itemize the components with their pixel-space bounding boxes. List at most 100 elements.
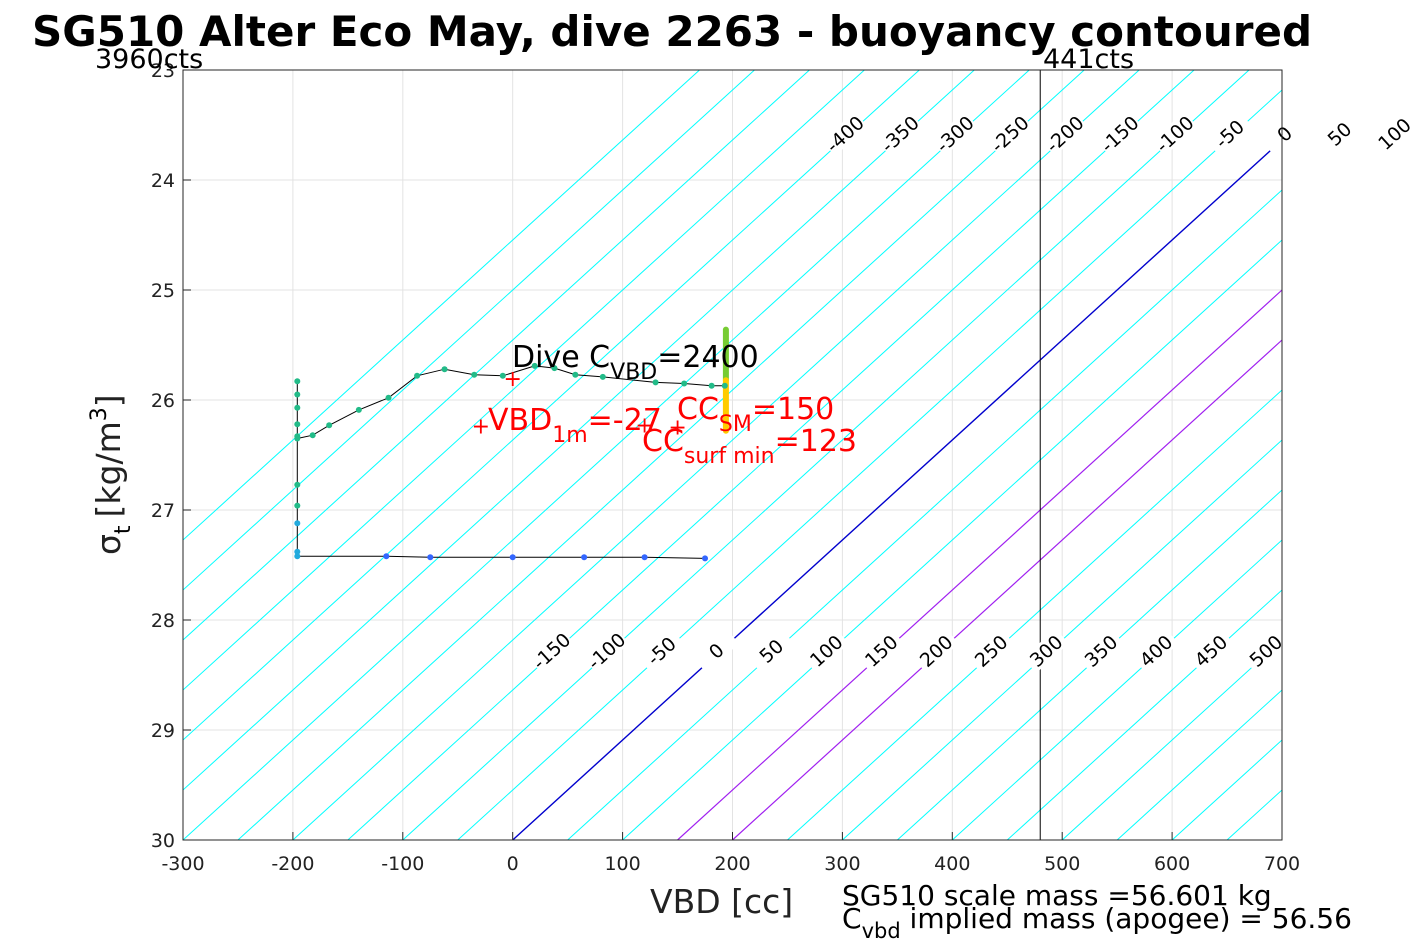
contour-line-150 — [677, 289, 1282, 840]
profile-point — [294, 421, 301, 428]
chart-title: SG510 Alter Eco May, dive 2263 - buoyanc… — [32, 7, 1312, 56]
x-tick-label: 100 — [604, 853, 640, 875]
cc-surf-min-annotation: CCsurf min=123 — [642, 424, 857, 469]
contour-line-0 — [512, 139, 1282, 840]
contour-line--500 — [183, 70, 810, 641]
contour-label-100: 100 — [1371, 111, 1417, 156]
dive-profile — [294, 326, 729, 562]
y-tick-label: 24 — [151, 170, 175, 192]
cc-sm-annotation: CCSM=150 — [677, 392, 834, 437]
profile-point — [702, 555, 709, 562]
red-plus-marker: + — [668, 416, 686, 441]
right-counts-label: 441cts — [1043, 44, 1134, 75]
x-tick-label: 600 — [1154, 853, 1190, 875]
y-tick-label: 28 — [151, 610, 175, 632]
profile-point — [294, 553, 301, 560]
contour-label-bg — [528, 628, 575, 673]
y-axis-superscript: 3 — [87, 407, 112, 421]
profile-point — [721, 382, 728, 389]
y-tick-label: 26 — [151, 390, 175, 412]
contour-line-300 — [842, 439, 1282, 840]
y-tick-label: 23 — [151, 60, 175, 82]
contour-line--400 — [183, 70, 920, 741]
dive-c-vbd-annotation: Dive CVBD=2400 — [512, 340, 759, 385]
x-tick-label: -200 — [271, 853, 314, 875]
x-axis-label: VBD [cc] — [650, 882, 793, 921]
profile-point — [294, 391, 301, 398]
profile-point — [708, 382, 715, 389]
y-axis-symbol: σ — [89, 534, 128, 555]
x-tick-label: 400 — [934, 853, 970, 875]
profile-point — [294, 520, 301, 527]
contour-label-bg — [803, 628, 850, 673]
x-tick-label: 300 — [824, 853, 860, 875]
profile-point — [652, 379, 659, 386]
contour-label-bg — [1371, 111, 1417, 156]
x-tick-label: -100 — [381, 853, 424, 875]
svg-text:σt[kg/m3]: σt [kg/m3] — [87, 394, 136, 555]
contour-line-250 — [787, 389, 1282, 840]
contour-label-bg — [1206, 111, 1253, 156]
y-axis-unit: [kg/m — [89, 421, 128, 517]
contour-label-bg — [1187, 628, 1234, 673]
y-tick-label: 29 — [151, 720, 175, 742]
contour-line--200 — [292, 70, 1140, 840]
implied-mass-footer: Cvbd implied mass (apogee) = 56.56 — [842, 902, 1352, 943]
contour-label-bg — [1096, 111, 1143, 156]
scale-mass-footer: SG510 scale mass =56.601 kg — [842, 879, 1272, 912]
contour-label-bg — [821, 111, 868, 156]
contour-line--450 — [183, 70, 865, 691]
profile-point — [572, 371, 579, 378]
contour-line--150 — [347, 70, 1195, 840]
contour-label-bg — [986, 111, 1033, 156]
contour-lines — [183, 70, 1417, 840]
contour-line-400 — [951, 539, 1282, 840]
contour-label-bg — [583, 628, 630, 673]
profile-line-lower — [296, 381, 706, 559]
contour-label-50: 50 — [1316, 111, 1363, 156]
profile-point — [294, 481, 301, 488]
contour-line--300 — [183, 70, 1030, 840]
profile-point — [427, 554, 434, 561]
profile-point — [309, 432, 316, 439]
contour-line-50 — [567, 189, 1282, 840]
contour-line-200 — [732, 339, 1282, 840]
profile-point — [294, 548, 301, 555]
y-axis-subscript: t — [111, 525, 136, 534]
profile-point — [326, 422, 333, 429]
contour-line-350 — [897, 489, 1282, 840]
contour-line--600 — [183, 70, 700, 541]
contour-line--250 — [237, 70, 1085, 840]
vbd-1m-annotation: VBD1m=-27 — [488, 403, 662, 448]
red-markers: + + + + — [472, 367, 687, 440]
contour-label-0: 0 — [1261, 111, 1308, 156]
contour-label-bg — [1041, 111, 1088, 156]
contour-line--100 — [402, 70, 1250, 840]
contour-line-100 — [622, 239, 1282, 840]
profile-point — [551, 365, 558, 372]
contour-line-700 — [1281, 839, 1282, 840]
profile-point — [294, 502, 301, 509]
x-tick-label: 500 — [1044, 853, 1080, 875]
profile-point — [414, 372, 421, 379]
profile-point — [581, 554, 588, 561]
contour-label-0: 0 — [693, 628, 740, 673]
profile-point — [599, 373, 606, 380]
contour-label-bg — [693, 628, 740, 673]
profile-point — [509, 554, 516, 561]
left-counts-label: 3960cts — [95, 44, 203, 75]
contour-line-750 — [1337, 70, 1417, 840]
profile-point — [385, 394, 392, 401]
x-tick-label: 200 — [714, 853, 750, 875]
profile-point — [499, 372, 506, 379]
contour-line--50 — [457, 89, 1282, 840]
y-tick-label: 30 — [151, 830, 175, 852]
profile-point — [294, 435, 301, 442]
contour-label-bg — [1151, 111, 1198, 156]
contour-label-bg — [967, 628, 1014, 673]
y-axis-unit-close: ] — [89, 394, 128, 407]
profile-point — [681, 380, 688, 387]
profile-point — [641, 554, 648, 561]
contour-label-bg — [931, 111, 978, 156]
